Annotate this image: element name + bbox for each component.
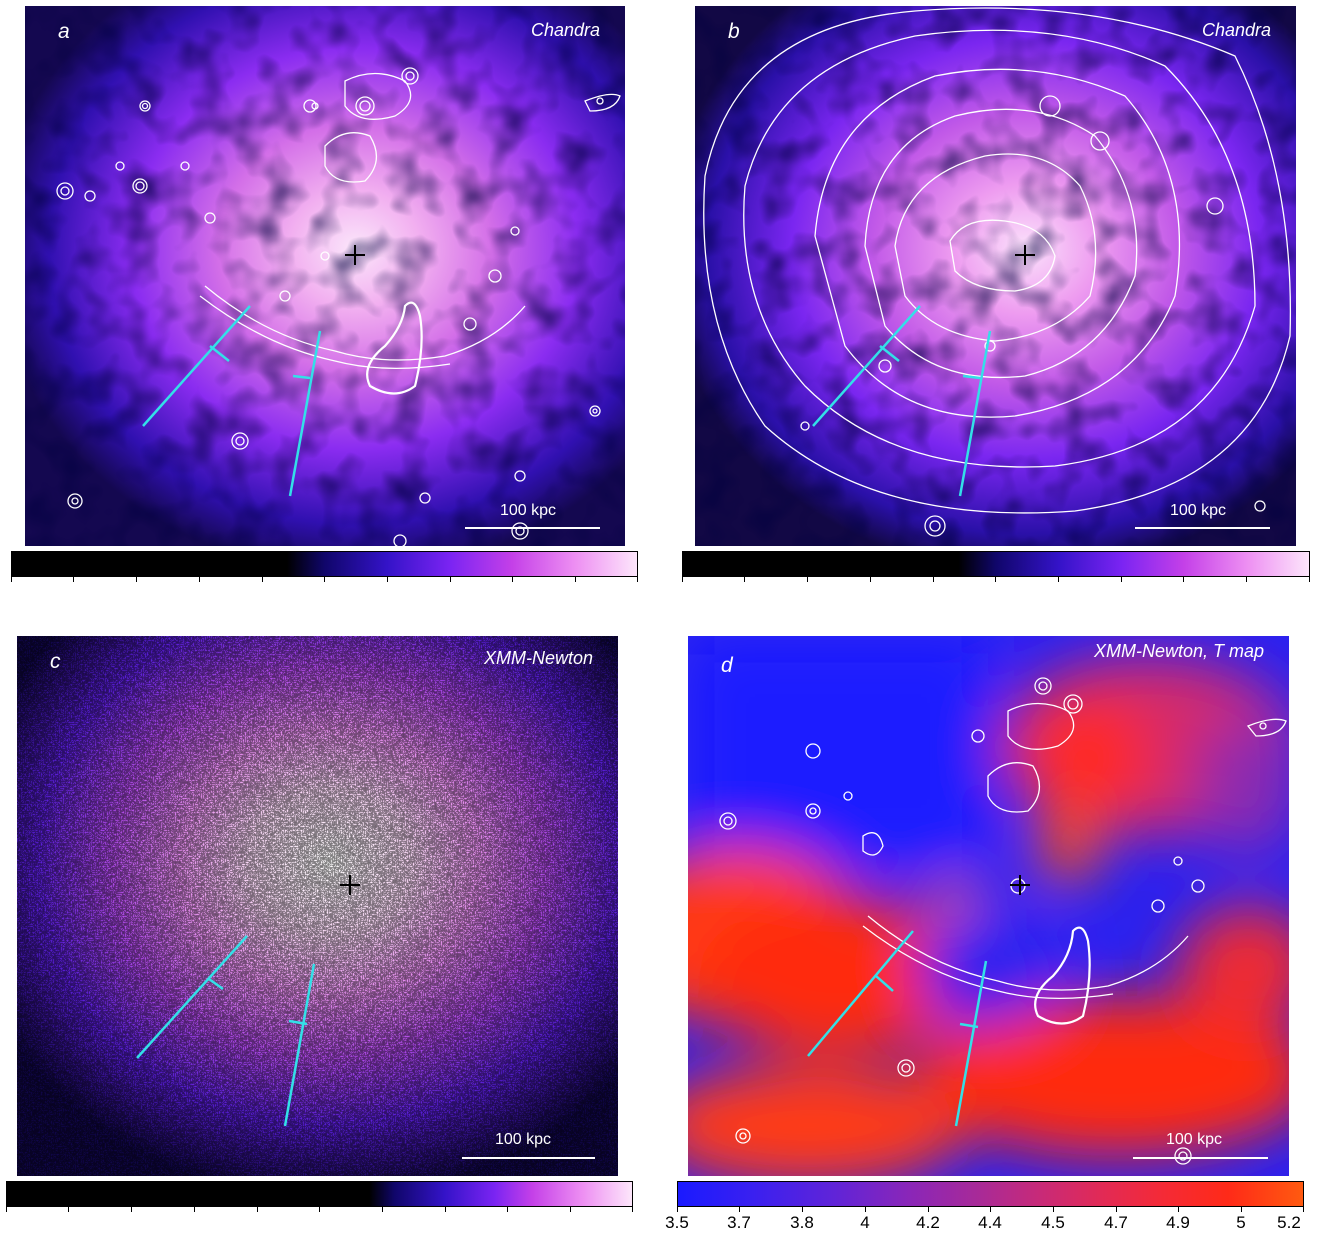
colorbar-a [11,551,638,577]
tick-label: 4.5 [1041,1213,1065,1232]
tick-label: 3.8 [790,1213,814,1232]
scale-label-b: 100 kpc [1170,502,1227,519]
panel-c-xmm-image: c XMM-Newton 100 kpc [17,636,618,1176]
panel-d-image [688,636,1289,1176]
panel-d-temperature-map: d XMM-Newton, T map 100 kpc [688,636,1289,1176]
tick-label: 4.7 [1104,1213,1128,1232]
tick-label: 5.2 [1277,1213,1301,1232]
colorbar-b [682,551,1310,577]
shock-front-lines [136,935,316,1127]
shock-front-lines [807,930,988,1127]
cluster-center-cross [1015,245,1035,265]
colorbar-d-ticks [677,1207,1304,1213]
scale-label-a: 100 kpc [500,502,557,519]
panel-label-d: d [721,654,733,677]
tick-label: 3.7 [727,1213,751,1232]
colorbar-d-tick-labels: 3.5 3.7 3.8 4 4.2 4.4 4.5 4.7 4.9 5 5.2 [665,1213,1304,1235]
tick-label: 4.2 [916,1213,940,1232]
panel-a-image [25,6,625,546]
temperature-regions [688,636,1289,1176]
scale-bar-d [1133,1157,1268,1159]
panel-b-image [695,6,1296,546]
shock-front-lines [142,305,322,497]
instrument-label-a: Chandra [530,20,600,40]
tick-label: 4.4 [978,1213,1002,1232]
panel-label-a: a [58,20,70,43]
instrument-label-b: Chandra [1201,20,1271,40]
colorbar-d-temperature [677,1181,1304,1207]
panel-a-chandra-image: a Chandra 100 kpc [25,6,625,546]
scale-bar-a [465,527,600,529]
tick-label: 5 [1236,1213,1246,1232]
instrument-label-c: XMM-Newton [483,648,593,668]
colorbar-c [6,1181,633,1207]
scale-label-c: 100 kpc [495,1131,552,1148]
cluster-center-cross [1010,875,1030,895]
panel-label-c: c [50,650,61,673]
tick-label: 4.9 [1166,1213,1190,1232]
surface-brightness-contours [703,7,1292,537]
panel-c-image [17,636,618,1176]
tick-label: 3.5 [665,1213,689,1232]
scale-bar-c [462,1157,595,1159]
tick-label: 4 [860,1213,870,1232]
scale-bar-b [1135,527,1270,529]
colorbar-b-ticks [682,577,1310,583]
instrument-label-d: XMM-Newton, T map [1093,641,1264,661]
cluster-center-cross [340,875,360,895]
colorbar-a-ticks [11,577,638,583]
panel-b-chandra-image: b Chandra 100 kpc [695,6,1296,546]
panel-label-b: b [728,20,740,43]
colorbar-c-ticks [6,1207,633,1213]
scale-label-d: 100 kpc [1166,1131,1223,1148]
cluster-center-cross [345,245,365,265]
shock-front-lines [812,305,992,497]
